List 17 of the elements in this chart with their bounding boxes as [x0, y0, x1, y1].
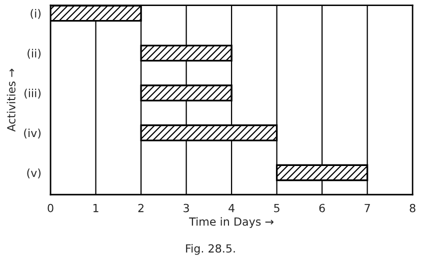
x-tick-label: 7: [364, 204, 370, 212]
x-tick-label: 0: [48, 204, 54, 212]
x-tick-label: 6: [319, 204, 325, 212]
x-axis-title: Time in Days →: [189, 217, 274, 228]
y-axis-title: Activities →: [6, 68, 16, 132]
x-tick-label: 5: [274, 204, 280, 212]
y-tick-label: (iii): [24, 88, 41, 99]
x-tick-label: 2: [138, 204, 144, 212]
x-tick-label: 1: [93, 204, 98, 212]
y-tick-label: (ii): [28, 48, 41, 59]
y-tick-label: (v): [27, 168, 41, 178]
x-tick-label: 4: [228, 204, 234, 212]
x-tick-label: 8: [410, 204, 416, 212]
y-tick-label: (iv): [24, 128, 41, 139]
x-tick-label: 3: [184, 204, 189, 212]
y-tick-label: (i): [30, 9, 41, 19]
caption: Fig. 28.5.: [186, 244, 235, 255]
